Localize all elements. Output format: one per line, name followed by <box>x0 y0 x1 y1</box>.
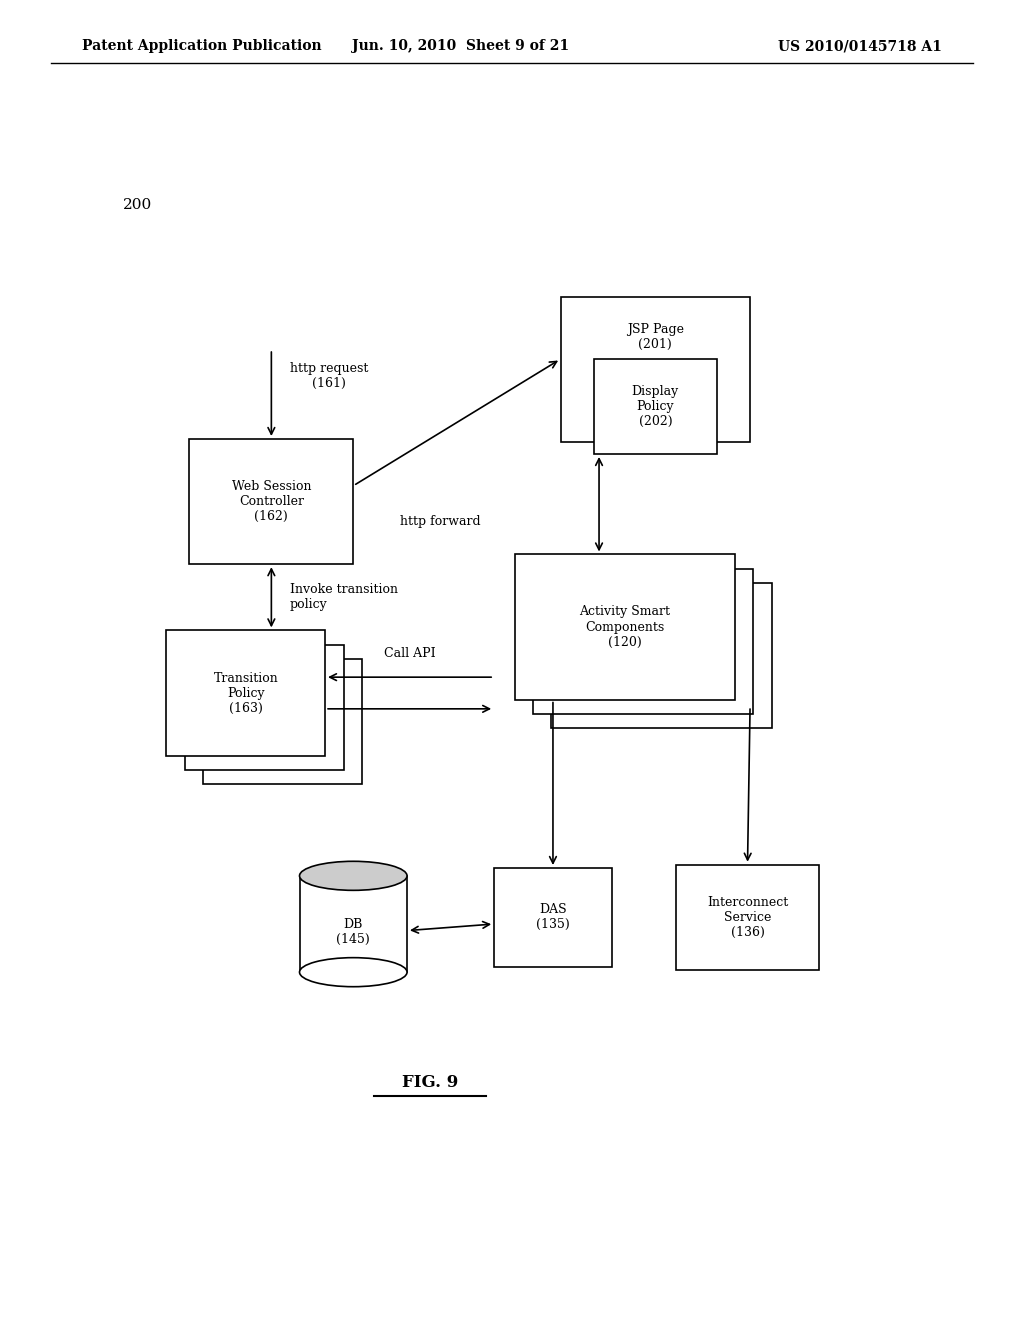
FancyBboxPatch shape <box>514 554 734 700</box>
Text: http forward: http forward <box>400 515 480 528</box>
Text: Invoke transition
policy: Invoke transition policy <box>290 583 397 611</box>
FancyBboxPatch shape <box>184 644 343 770</box>
Text: 200: 200 <box>123 198 153 211</box>
Text: Activity Smart
Components
(120): Activity Smart Components (120) <box>580 606 670 648</box>
Text: Call API: Call API <box>384 647 435 660</box>
FancyBboxPatch shape <box>189 438 353 565</box>
Text: Display
Policy
(202): Display Policy (202) <box>632 385 679 428</box>
Text: US 2010/0145718 A1: US 2010/0145718 A1 <box>778 40 942 53</box>
FancyBboxPatch shape <box>551 583 772 729</box>
Text: FIG. 9: FIG. 9 <box>402 1074 458 1090</box>
Bar <box>299 876 407 972</box>
Text: Transition
Policy
(163): Transition Policy (163) <box>213 672 279 714</box>
Text: DB
(145): DB (145) <box>337 917 370 946</box>
Text: Patent Application Publication: Patent Application Publication <box>82 40 322 53</box>
Text: Interconnect
Service
(136): Interconnect Service (136) <box>707 896 788 939</box>
Text: http request
(161): http request (161) <box>290 362 369 389</box>
FancyBboxPatch shape <box>166 631 326 755</box>
FancyBboxPatch shape <box>676 865 819 970</box>
FancyBboxPatch shape <box>495 869 612 966</box>
FancyBboxPatch shape <box>203 659 362 784</box>
Ellipse shape <box>299 862 407 890</box>
FancyBboxPatch shape <box>532 569 753 714</box>
FancyBboxPatch shape <box>561 297 750 442</box>
Text: JSP Page
(201): JSP Page (201) <box>627 323 684 351</box>
Text: Web Session
Controller
(162): Web Session Controller (162) <box>231 480 311 523</box>
Ellipse shape <box>299 958 407 987</box>
Text: Jun. 10, 2010  Sheet 9 of 21: Jun. 10, 2010 Sheet 9 of 21 <box>352 40 569 53</box>
FancyBboxPatch shape <box>594 359 717 454</box>
Text: DAS
(135): DAS (135) <box>537 903 569 932</box>
